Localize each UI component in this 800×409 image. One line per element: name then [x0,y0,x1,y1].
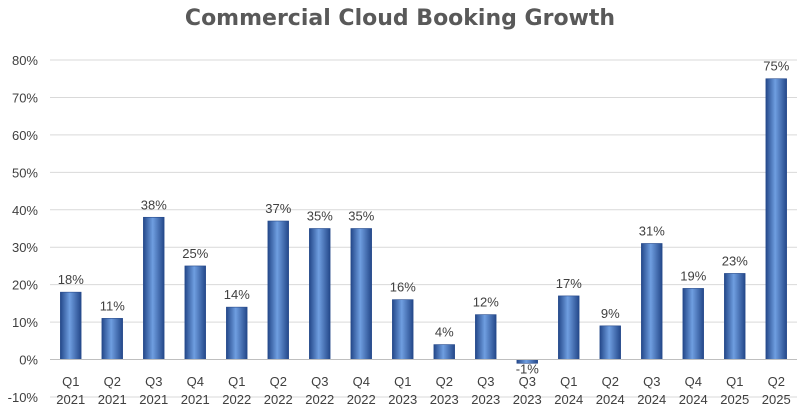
y-tick-label: 30% [12,240,38,255]
data-label: 35% [307,209,333,224]
y-tick-label: 40% [12,203,38,218]
bar [309,228,331,360]
x-tick-label: Q2 [602,374,619,389]
x-tick-label: 2024 [679,392,708,407]
x-tick-label: 2025 [762,392,791,407]
x-tick-label: 2024 [554,392,583,407]
x-tick-label: 2022 [222,392,251,407]
x-tick-label: 2023 [388,392,417,407]
data-label: 25% [182,246,208,261]
x-tick-label: Q1 [560,374,577,389]
bar [350,228,372,360]
y-tick-label: 10% [12,315,38,330]
bar [143,216,165,360]
x-tick-label: 2024 [637,392,666,407]
y-tick-label: 60% [12,128,38,143]
x-tick-label: 2025 [720,392,749,407]
data-label: 35% [348,209,374,224]
x-tick-label: Q2 [104,374,121,389]
y-tick-label: 20% [12,278,38,293]
bar [475,314,497,360]
data-label: 17% [556,276,582,291]
bar [558,295,580,360]
data-labels: 18% 11% 38% 25% 14% 37% 35% 35% 16% 4% 12% -1% 17% 9%… [58,59,790,377]
x-tick-label: Q3 [145,374,162,389]
bar [392,299,414,360]
x-tick-label: Q1 [726,374,743,389]
x-tick-label: Q3 [311,374,328,389]
data-label: 4% [435,325,454,340]
x-tick-label: Q2 [768,374,785,389]
x-tick-label: Q1 [394,374,411,389]
data-label: 31% [639,223,665,238]
bar [267,220,289,360]
x-tick-label: 2022 [305,392,334,407]
bar [184,265,206,360]
x-tick-label: Q4 [685,374,702,389]
bar [60,291,82,360]
bar [101,318,123,360]
data-label: 75% [763,59,789,74]
y-axis: -10% 0% 10% 20% 30% 40% 50% 60% 70% 80% [8,53,39,405]
data-label: -1% [516,362,540,377]
x-tick-label: Q4 [187,374,204,389]
data-label: 11% [100,298,125,313]
x-tick-label: 2022 [347,392,376,407]
data-label: 16% [390,280,416,295]
x-tick-label: Q4 [353,374,370,389]
bar [433,344,455,360]
x-tick-label: 2021 [98,392,127,407]
y-tick-label: 50% [12,165,38,180]
bar [599,325,621,360]
x-tick-label: Q3 [477,374,494,389]
x-tick-label: 2021 [56,392,85,407]
data-label: 37% [265,201,291,216]
y-tick-label: 80% [12,53,38,68]
x-tick-label: Q2 [270,374,287,389]
x-tick-label: 2021 [139,392,168,407]
bar [682,288,704,360]
gridlines [50,59,797,398]
chart-title: Commercial Cloud Booking Growth [184,6,616,31]
y-tick-label: -10% [8,390,39,405]
data-label: 12% [473,295,499,310]
data-label: 19% [680,268,706,283]
data-label: 38% [141,197,167,212]
x-tick-label: Q1 [62,374,79,389]
data-label: 23% [722,253,748,268]
x-tick-label: Q3 [519,374,536,389]
x-tick-label: 2023 [513,392,542,407]
bar [765,78,787,360]
bar [724,273,746,360]
x-tick-label: 2022 [264,392,293,407]
x-tick-label: Q2 [436,374,453,389]
x-tick-label: Q1 [228,374,245,389]
data-label: 14% [224,287,250,302]
x-tick-label: 2021 [181,392,210,407]
x-tick-label: 2023 [430,392,459,407]
y-tick-label: 0% [19,353,38,368]
data-label: 18% [58,272,84,287]
x-tick-label: 2024 [596,392,625,407]
bar [641,243,663,360]
x-tick-label: Q3 [643,374,660,389]
bar [226,306,248,360]
bars [60,78,787,364]
x-tick-label: 2023 [471,392,500,407]
data-label: 9% [601,306,620,321]
x-axis: Q1 2021 Q2 2021 Q3 2021 Q4 2021 Q1 2022 Q2 2022 Q3 20… [50,359,797,407]
y-tick-label: 70% [12,90,38,105]
